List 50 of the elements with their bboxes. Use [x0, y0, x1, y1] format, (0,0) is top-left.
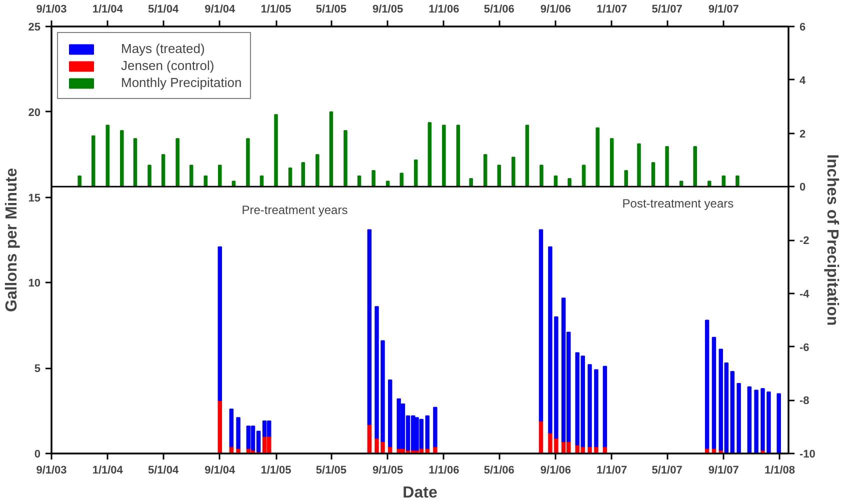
y2-tick-label: -10	[800, 448, 816, 460]
legend-label: Mays (treated)	[121, 41, 205, 56]
x-tick-label: 1/1/07	[596, 464, 628, 476]
y-axis-title: Gallons per Minute	[3, 168, 20, 312]
y-tick-label: 20	[28, 106, 41, 119]
x2-tick-label: 5/1/05	[316, 4, 347, 16]
x-tick-label: 9/1/07	[708, 464, 739, 476]
x2-tick-label: 9/1/07	[708, 4, 739, 16]
y-tick-label: 15	[28, 192, 41, 204]
x-tick-label: 1/1/06	[428, 464, 460, 476]
x-tick-label: 9/1/04	[204, 464, 236, 476]
annotation: Pre-treatment years	[242, 203, 348, 218]
x-tick-label: 5/1/04	[148, 464, 180, 476]
y-tick-label: 0	[34, 448, 41, 460]
x2-tick-label: 9/1/05	[372, 4, 404, 16]
x2-tick-label: 5/1/06	[484, 4, 514, 16]
x2-tick-label: 9/1/03	[36, 4, 67, 16]
y2-tick-label: 0	[800, 182, 806, 194]
y2-tick-label: 2	[800, 128, 806, 140]
x2-tick-label: 1/1/06	[428, 4, 460, 16]
x2-tick-label: 5/1/07	[652, 4, 682, 16]
y2-axis-title: Inches of Precipitation	[823, 154, 840, 326]
y2-tick-label: -2	[800, 235, 810, 247]
x2-tick-label: 9/1/04	[204, 4, 236, 16]
legend-label: Jensen (control)	[121, 58, 214, 73]
y2-tick-label: -8	[800, 395, 810, 408]
y-tick-label: 5	[34, 363, 41, 376]
x2-tick-label: 9/1/06	[540, 4, 572, 16]
y2-tick-label: -4	[800, 288, 810, 300]
x-tick-label: 5/1/07	[652, 464, 682, 476]
x-tick-label: 1/1/08	[764, 464, 796, 476]
y-tick-label: 25	[28, 22, 41, 34]
y2-tick-label: 6	[800, 22, 806, 34]
x-tick-label: 9/1/03	[36, 464, 67, 476]
annotation: Post-treatment years	[622, 196, 734, 211]
x-axis-title: Date	[402, 484, 438, 502]
x-tick-label: 1/1/05	[260, 464, 292, 476]
y2-tick-label: -6	[800, 342, 810, 354]
x-tick-label: 5/1/05	[316, 464, 347, 476]
x2-tick-label: 1/1/04	[92, 4, 124, 16]
x2-tick-label: 1/1/05	[260, 4, 292, 16]
x-tick-label: 5/1/06	[484, 464, 514, 476]
x2-tick-label: 5/1/04	[148, 4, 180, 16]
y-tick-label: 10	[28, 278, 41, 290]
x-tick-label: 1/1/04	[92, 464, 124, 476]
x-tick-label: 9/1/05	[372, 464, 404, 476]
y2-tick-label: 4	[800, 74, 806, 87]
legend-label: Monthly Precipitation	[121, 75, 242, 90]
x2-tick-label: 1/1/07	[596, 4, 628, 16]
x-tick-label: 9/1/06	[540, 464, 572, 476]
